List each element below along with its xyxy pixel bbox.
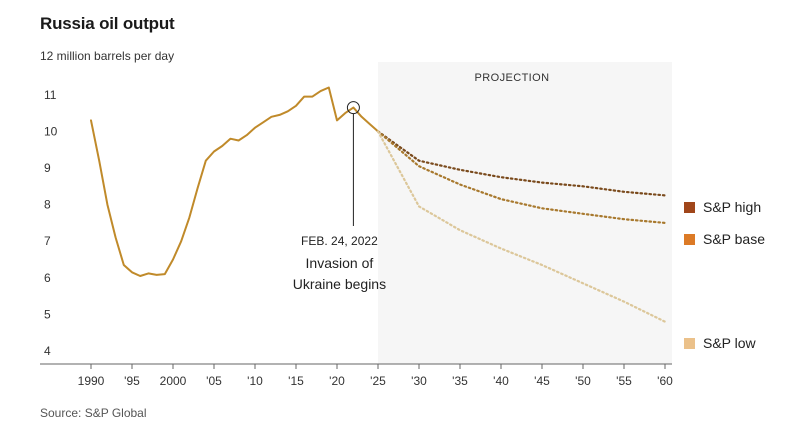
x-axis-ticks: 1990 '95 2000 '05 '10 '15 '20 '25 '30 '35 '40 '45 '5…: [78, 364, 673, 388]
legend-label: S&P low: [703, 335, 757, 351]
y-axis-ticks: 4 5 6 7 8 9 10 11: [44, 88, 58, 358]
source-note: Source: S&P Global: [40, 406, 147, 420]
projection-region: [378, 62, 672, 364]
legend-label: S&P base: [703, 231, 765, 247]
x-tick-label: 1990: [78, 374, 105, 388]
x-tick-label: '40: [493, 374, 509, 388]
legend-swatch: [684, 338, 695, 349]
y-tick-label: 5: [44, 307, 51, 321]
legend-label: S&P high: [703, 199, 761, 215]
invasion-marker-circle: [346, 101, 360, 115]
legend: S&P high S&P base S&P low: [684, 199, 765, 351]
y-tick-label: 4: [44, 344, 51, 358]
annotation-text-line2: Ukraine begins: [293, 276, 386, 292]
y-tick-label: 10: [44, 124, 58, 138]
y-tick-label: 9: [44, 161, 51, 175]
annotation-text-line1: Invasion of: [306, 255, 374, 271]
legend-swatch: [684, 234, 695, 245]
x-tick-label: '10: [247, 374, 263, 388]
series-line-high: [376, 130, 667, 197]
x-tick-label: '05: [206, 374, 222, 388]
series-line-low: [376, 130, 667, 323]
series-lines: [90, 86, 667, 323]
x-tick-label: '55: [616, 374, 632, 388]
x-tick-label: '50: [575, 374, 591, 388]
x-tick-label: '20: [329, 374, 345, 388]
x-tick-label: '30: [411, 374, 427, 388]
projection-label: PROJECTION: [475, 72, 550, 84]
x-tick-label: 2000: [160, 374, 187, 388]
x-tick-label: '95: [124, 374, 140, 388]
y-tick-label: 6: [44, 271, 51, 285]
y-axis-unit-label: 12 million barrels per day: [40, 49, 175, 63]
y-tick-label: 8: [44, 198, 51, 212]
x-tick-label: '60: [657, 374, 673, 388]
series-line-history: [90, 86, 379, 277]
series-line-base: [376, 130, 667, 224]
y-tick-label: 11: [44, 88, 57, 102]
x-tick-label: '35: [452, 374, 468, 388]
legend-swatch: [684, 202, 695, 213]
x-tick-label: '25: [370, 374, 386, 388]
x-tick-label: '45: [534, 374, 550, 388]
chart-title: Russia oil output: [40, 14, 175, 33]
x-tick-label: '15: [288, 374, 304, 388]
y-tick-label: 7: [44, 234, 51, 248]
annotation-date: FEB. 24, 2022: [301, 234, 378, 248]
